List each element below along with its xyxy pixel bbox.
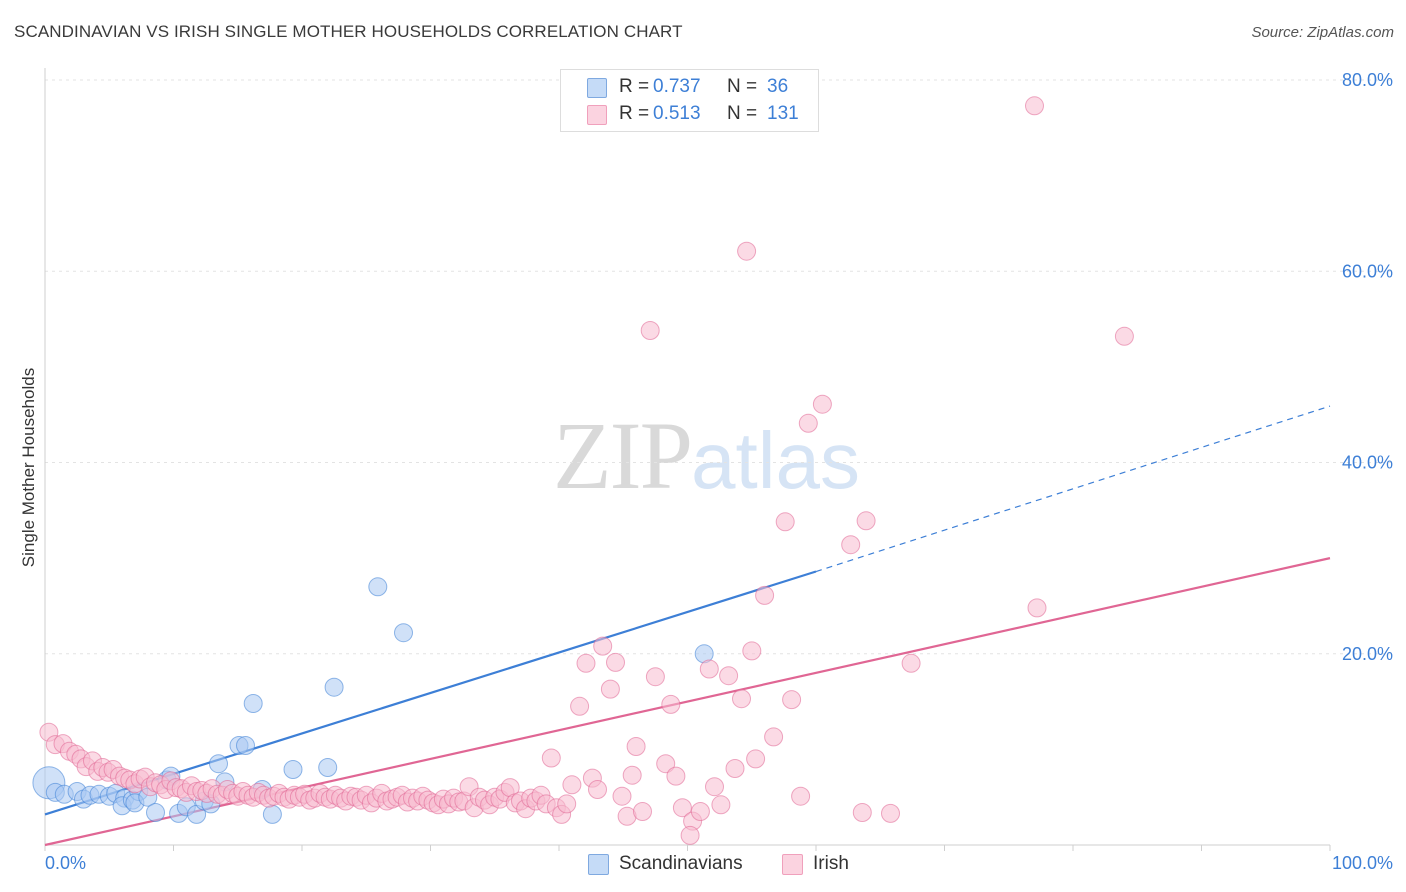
trend-lines [44, 405, 1331, 847]
source-note: Source: ZipAtlas.com [1251, 24, 1394, 41]
y-tick-label: 40.0% [1342, 453, 1393, 473]
data-point-scandinavians [262, 804, 282, 824]
data-point-irish [593, 636, 613, 656]
legend-n-label: N = [727, 76, 758, 97]
gridlines [45, 79, 1393, 655]
axes [44, 68, 1331, 851]
trend-extension-scandinavians [815, 405, 1331, 573]
series-irish [39, 96, 1134, 845]
data-point-irish [690, 802, 710, 821]
data-point-irish [791, 786, 811, 806]
data-point-irish [719, 666, 739, 686]
data-point-irish [656, 754, 676, 774]
data-point-irish [576, 653, 596, 673]
data-point-irish [856, 511, 876, 531]
data-point-irish [672, 798, 692, 818]
data-point-irish [645, 667, 665, 687]
data-point-irish [588, 780, 607, 799]
watermark-atlas: atlas [691, 416, 860, 505]
data-point-irish [640, 321, 660, 340]
data-point-irish [562, 775, 582, 795]
legend-swatch-irish [782, 854, 803, 875]
data-point-irish [570, 696, 590, 716]
data-point-irish [1027, 598, 1047, 618]
legend-n-value: 131 [767, 103, 799, 124]
chart-title: SCANDINAVIAN VS IRISH SINGLE MOTHER HOUS… [14, 22, 683, 41]
data-point-irish [1114, 326, 1134, 346]
legend-r-label: R = [619, 103, 650, 124]
legend-label-scandinavians: Scandinavians [619, 853, 743, 874]
data-point-scandinavians [324, 677, 344, 697]
data-point-scandinavians [209, 754, 228, 774]
data-point-irish [1025, 96, 1044, 116]
legend-row-scandinavians: R = 0.737 N = 36 [561, 74, 818, 100]
data-points [32, 96, 1134, 845]
legend-r-value: 0.737 [653, 76, 701, 97]
data-point-scandinavians [318, 758, 338, 777]
data-point-irish [841, 535, 861, 555]
data-point-irish [600, 679, 620, 699]
data-point-irish [775, 512, 795, 532]
legend-label-irish: Irish [813, 853, 849, 874]
data-point-irish [737, 241, 757, 261]
data-point-irish [881, 803, 900, 823]
data-point-scandinavians [283, 760, 303, 779]
data-point-scandinavians [243, 694, 263, 713]
data-point-irish [633, 802, 652, 821]
data-point-irish [798, 413, 818, 433]
data-point-irish [626, 737, 646, 756]
data-point-scandinavians [236, 736, 255, 755]
legend-swatch-scandinavians [588, 854, 609, 875]
data-point-irish [606, 652, 625, 672]
y-axis-title: Single Mother Households [19, 368, 38, 567]
data-point-irish [705, 777, 724, 797]
data-point-irish [557, 794, 577, 814]
data-point-irish [680, 825, 700, 845]
legend-r-value: 0.513 [653, 103, 701, 124]
data-point-irish [764, 727, 784, 747]
data-point-irish [541, 748, 561, 768]
legend-swatch-irish [587, 105, 607, 125]
data-point-irish [852, 803, 872, 822]
series-scandinavians [32, 577, 714, 824]
y-tick-label: 60.0% [1342, 261, 1393, 281]
axis-labels: 20.0% 40.0% 60.0% 80.0% 0.0% 100.0% Single Mot… [19, 70, 1393, 873]
data-point-irish [812, 394, 832, 414]
legend-n-label: N = [727, 103, 758, 124]
data-point-irish [699, 659, 719, 679]
x-tick-label: 100.0% [1332, 853, 1393, 873]
x-tick-label: 0.0% [45, 853, 86, 873]
data-point-irish [666, 766, 686, 786]
data-point-irish [612, 786, 632, 806]
watermark-zip: ZIP [553, 402, 693, 509]
data-point-scandinavians [368, 577, 388, 597]
data-point-irish [755, 585, 775, 605]
data-point-irish [901, 653, 921, 673]
legend-row-irish: R = 0.513 N = 131 [561, 101, 818, 127]
watermark: ZIPatlas [553, 400, 860, 511]
legend-r-label: R = [619, 76, 650, 97]
y-tick-label: 20.0% [1342, 644, 1393, 664]
data-point-irish [732, 689, 751, 709]
data-point-irish [711, 795, 731, 815]
correlation-legend: R = 0.737 N = 36 R = 0.513 N = 131 [560, 69, 819, 132]
data-point-scandinavians [146, 803, 165, 822]
data-point-irish [782, 690, 802, 710]
data-point-irish [661, 694, 681, 714]
data-point-scandinavians [394, 623, 413, 643]
data-point-irish [622, 765, 642, 785]
legend-n-value: 36 [767, 76, 789, 97]
data-point-irish [746, 749, 766, 769]
data-point-irish [742, 641, 762, 661]
legend-swatch-scandinavians [587, 78, 607, 98]
y-tick-label: 80.0% [1342, 70, 1393, 90]
data-point-irish [725, 759, 745, 778]
